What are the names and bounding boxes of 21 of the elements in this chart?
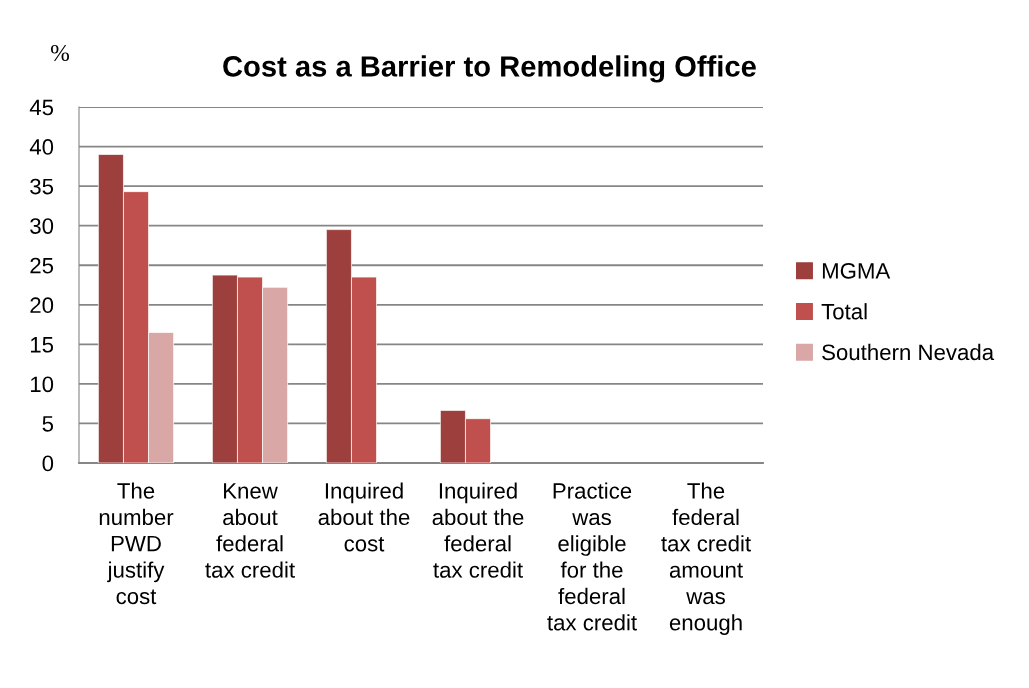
x-tick-label: Inquired about the cost [318, 482, 410, 552]
legend-label: MGMA [822, 262, 891, 279]
x-tick-label: Practice was eligible for the federal tax credit [547, 482, 637, 631]
y-tick-label: 20 [30, 297, 54, 314]
y-tick-label: 30 [30, 218, 54, 234]
x-tick-label: Inquired about the federal tax credit [432, 482, 524, 578]
x-tick-label: The federal tax credit amount was enough [661, 482, 751, 635]
y-tick-label: 15 [30, 337, 54, 353]
legend-label: Southern Nevada [822, 343, 995, 361]
y-tick-label: 5 [42, 416, 54, 432]
y-tick-label: 40 [29, 139, 54, 155]
y-axis-title: % [50, 44, 70, 61]
y-tick-label: 45 [29, 99, 54, 116]
x-tick-label: The number PWD justify cost [99, 482, 174, 605]
chart-title: Cost as a Barrier to Remodeling Office [223, 55, 756, 83]
legend-label: Total [821, 303, 867, 320]
x-tick-label: Knew about federal tax credit [205, 483, 295, 578]
y-tick-label: 10 [30, 376, 54, 393]
y-tick-label: 0 [42, 455, 54, 472]
y-tick-label: 25 [30, 257, 54, 274]
y-tick-label: 35 [30, 178, 54, 195]
